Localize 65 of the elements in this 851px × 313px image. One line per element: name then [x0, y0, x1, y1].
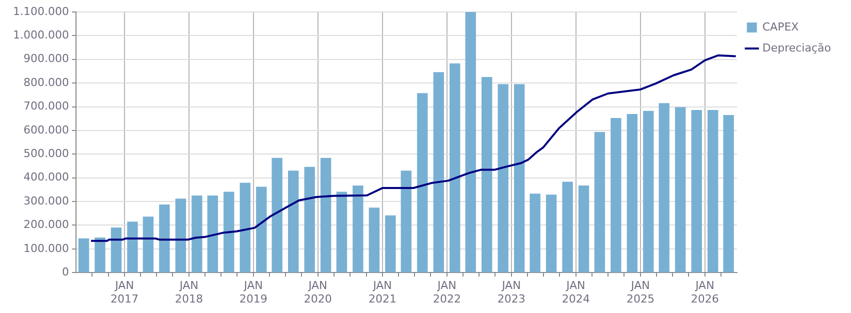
bar [94, 237, 106, 272]
bar [498, 84, 508, 272]
bar [482, 77, 492, 272]
x-tick-label: JAN 2019 [239, 279, 268, 306]
bar [175, 198, 186, 272]
bar [658, 103, 670, 272]
y-tick-label: 600.000 [23, 123, 69, 136]
y-tick-label: 1.100.000 [13, 4, 69, 18]
bar [417, 93, 428, 272]
bar [578, 186, 590, 272]
bar [256, 186, 267, 272]
x-tick-label: JAN 2021 [368, 279, 396, 306]
bar [626, 114, 638, 272]
y-tick-label: 300.000 [23, 194, 69, 208]
x-tick-label: JAN 2020 [304, 279, 332, 306]
bar [514, 84, 525, 272]
bar [450, 63, 460, 272]
bar [127, 222, 138, 272]
x-tick-label: JAN 2022 [432, 279, 461, 306]
bar [594, 132, 606, 272]
bar [352, 186, 364, 272]
y-tick-label: 100.000 [23, 242, 69, 255]
bar [78, 238, 90, 272]
y-tick-label: 800.000 [23, 76, 69, 89]
bar [465, 12, 476, 272]
y-tick-label: 1.000.000 [13, 28, 69, 42]
y-tick-label: 900.000 [23, 52, 69, 66]
bar [691, 110, 702, 272]
x-tick-label: JAN 2024 [562, 279, 590, 306]
bar [530, 194, 540, 272]
bar [675, 107, 686, 272]
bar [643, 110, 654, 272]
bar [546, 194, 557, 272]
bar [142, 216, 154, 272]
x-tick-label: JAN 2017 [110, 279, 139, 306]
bar [192, 196, 202, 272]
bar [159, 204, 170, 272]
bar [368, 208, 380, 272]
bar [288, 170, 299, 272]
bar [304, 166, 315, 272]
bar [207, 196, 218, 272]
y-tick-label: 200.000 [23, 218, 69, 232]
bar [240, 182, 250, 272]
y-tick-label: 700.000 [23, 100, 69, 113]
x-tick-label: JAN 2023 [497, 279, 526, 306]
bar [272, 158, 282, 272]
legend-label: CAPEX [762, 20, 800, 34]
bar [224, 192, 234, 272]
bar [723, 114, 734, 272]
bar [385, 215, 396, 272]
bar [320, 158, 332, 272]
x-tick-label: JAN 2025 [626, 279, 654, 306]
bar [110, 227, 122, 272]
bar [610, 118, 622, 272]
bar [708, 110, 718, 272]
bar [400, 170, 412, 272]
legend-label: Depreciação [762, 41, 832, 54]
y-tick-label: 0 [62, 265, 69, 278]
bar [433, 72, 444, 272]
x-tick-label: JAN 2026 [690, 279, 719, 306]
x-tick-label: JAN 2018 [174, 279, 203, 306]
bar [562, 182, 573, 272]
bar [336, 192, 348, 272]
y-tick-label: 500.000 [23, 147, 69, 160]
y-tick-label: 400.000 [23, 170, 69, 184]
